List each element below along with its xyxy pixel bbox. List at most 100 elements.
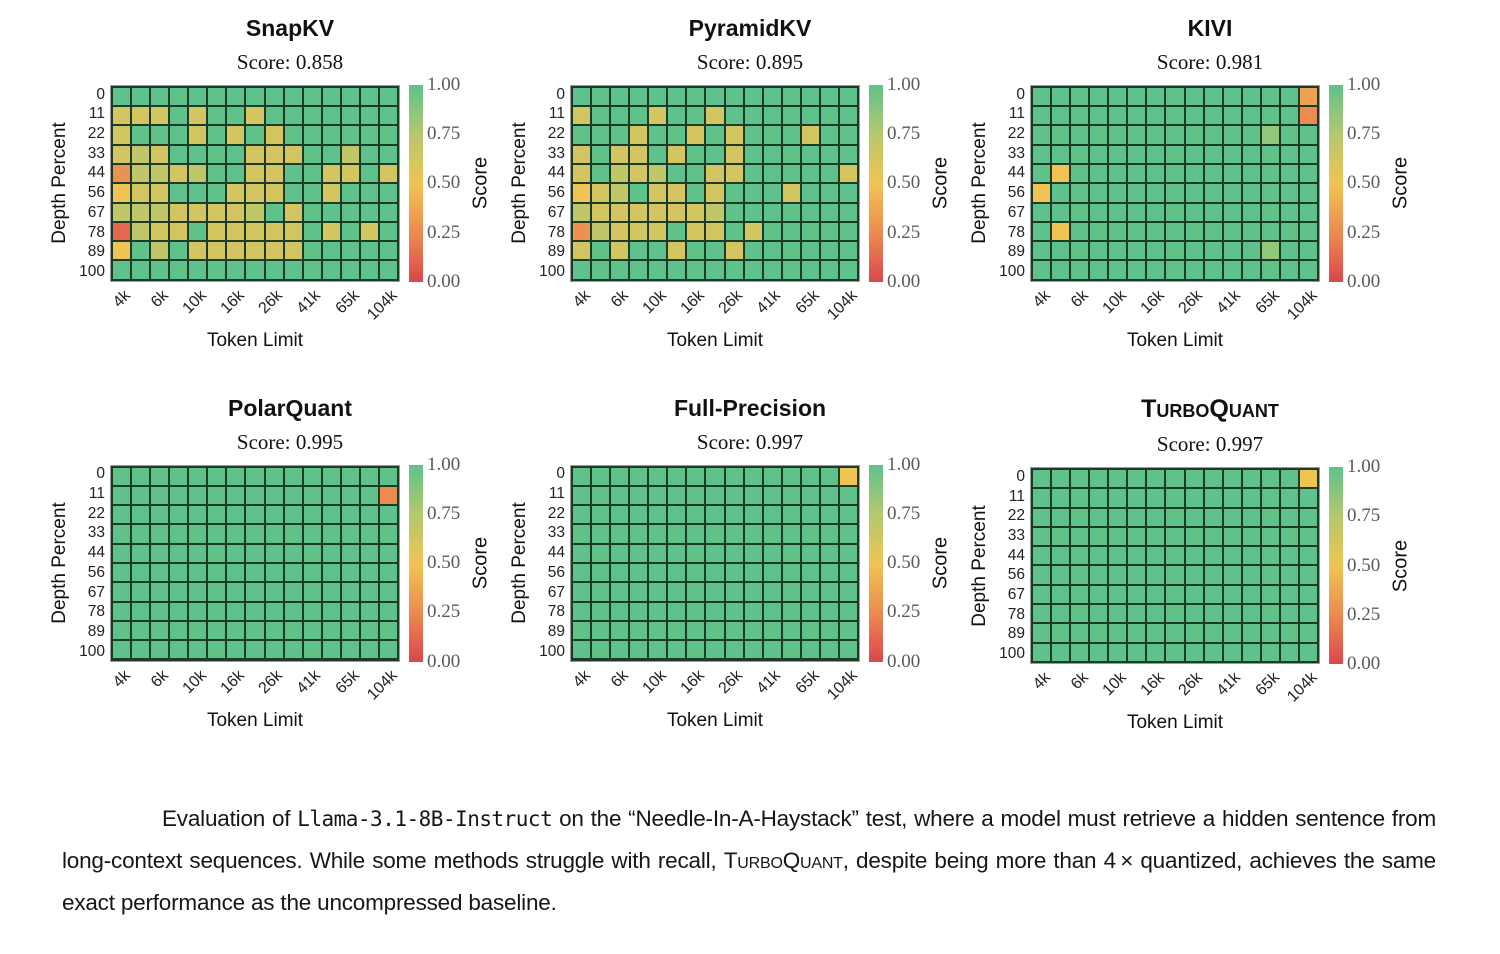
heatmap-cell	[763, 641, 781, 659]
x-tick-label: 65k	[332, 666, 363, 697]
heatmap-cell	[132, 107, 150, 125]
heatmap-cell	[360, 525, 378, 543]
colorbar-area: 1.00 0.75 0.50 0.25 0.00 Score	[869, 74, 959, 292]
heatmap-cell	[611, 203, 629, 221]
y-tick-label: 11	[548, 105, 565, 123]
caption-segment: , despite being more than 4 × quantized,…	[62, 847, 1436, 915]
heatmap-cell	[341, 184, 359, 202]
heatmap-cell	[1280, 605, 1298, 623]
heatmap-cell	[1223, 203, 1241, 221]
heatmap-cell	[1299, 605, 1317, 623]
heatmap-cell	[132, 184, 150, 202]
y-tick-label: 44	[1007, 546, 1025, 564]
heatmap-cell	[573, 621, 591, 640]
heatmap-cell	[113, 563, 131, 582]
heatmap-cell	[132, 222, 150, 241]
heatmap-cell	[227, 486, 245, 505]
heatmap-cell	[611, 621, 629, 640]
heatmap-cell	[322, 621, 340, 640]
heatmap-cell	[1090, 566, 1108, 584]
heatmap-cell	[611, 563, 629, 582]
heatmap-cell	[132, 242, 150, 260]
heatmap-cell	[611, 145, 629, 163]
heatmap-cell	[1071, 126, 1089, 144]
heatmap-cell	[1109, 126, 1127, 144]
heatmap-cell	[687, 184, 705, 202]
y-tick-label: 78	[547, 603, 565, 621]
x-tick-label: 65k	[792, 666, 823, 697]
heatmap-cell	[839, 126, 857, 144]
heatmap-cell	[744, 563, 762, 582]
heatmap-cell	[725, 261, 743, 279]
x-tick-label: 104k	[1283, 669, 1321, 706]
heatmap-cell	[379, 544, 397, 562]
heatmap-cell	[1128, 145, 1146, 163]
heatmap-cell	[763, 621, 781, 640]
heatmap-cell	[611, 222, 629, 241]
heatmap-panel: PyramidKV Score: 0.895 Depth Percent 0 11 22 3…	[506, 14, 966, 352]
heatmap-cell	[322, 544, 340, 562]
heatmap-cell	[246, 506, 264, 524]
heatmap-cell	[763, 203, 781, 221]
heatmap-cell	[1299, 585, 1317, 604]
heatmap-cell	[706, 506, 724, 524]
y-tick-label: 100	[79, 642, 105, 660]
heatmap-cell	[668, 242, 686, 260]
heatmap-cell	[189, 544, 207, 562]
heatmap-cell	[1109, 643, 1127, 661]
heatmap-cell	[1090, 624, 1108, 642]
heatmap-cell	[322, 203, 340, 221]
heatmap-cell	[170, 126, 188, 144]
heatmap-cell	[1128, 203, 1146, 221]
heatmap-cell	[801, 107, 819, 125]
heatmap-cell	[379, 164, 397, 183]
heatmap-cell	[573, 107, 591, 125]
heatmap-cell	[763, 506, 781, 524]
heatmap-panel: TurboQuant Score: 0.997 Depth Percent 0 11 22…	[966, 394, 1426, 734]
heatmap-cell	[227, 203, 245, 221]
heatmap-cell	[573, 563, 591, 582]
y-tick-label: 100	[539, 262, 565, 280]
heatmap-cell	[303, 126, 321, 144]
heatmap-cell	[1299, 643, 1317, 661]
heatmap-cell	[611, 506, 629, 524]
y-tick-label: 67	[547, 203, 565, 221]
heatmap-cell	[611, 184, 629, 202]
heatmap-cell	[744, 184, 762, 202]
heatmap-cell	[820, 145, 838, 163]
heatmap-cell	[132, 525, 150, 543]
heatmap-cell	[649, 602, 667, 620]
heatmap-cell	[246, 203, 264, 221]
heatmap-cell	[1261, 585, 1279, 604]
x-tick-label: 4k	[109, 666, 134, 691]
heatmap-cell	[303, 222, 321, 241]
heatmap-cell	[668, 87, 686, 106]
colorbar-tick-label: 0.00	[427, 270, 461, 292]
y-axis-label-text: Depth Percent	[969, 504, 990, 627]
heatmap-cell	[611, 261, 629, 279]
heatmap-cell	[820, 261, 838, 279]
heatmap-cell	[1166, 605, 1184, 623]
heatmap-cell	[1204, 107, 1222, 125]
heatmap-cell	[284, 222, 302, 241]
y-tick-label: 89	[87, 622, 105, 640]
heatmap-cell	[246, 602, 264, 620]
heatmap-cell	[687, 583, 705, 601]
heatmap-cell	[265, 621, 283, 640]
heatmap-cell	[189, 164, 207, 183]
heatmap-cell	[246, 583, 264, 601]
heatmap-cell	[1166, 164, 1184, 183]
heatmap-cell	[1223, 585, 1241, 604]
colorbar	[869, 464, 883, 662]
heatmap-cell	[839, 563, 857, 582]
heatmap-cell	[592, 145, 610, 163]
y-axis-label: Depth Percent	[46, 465, 74, 662]
heatmap-cell	[227, 583, 245, 601]
heatmap-cell	[630, 107, 648, 125]
heatmap-cell	[360, 486, 378, 505]
heatmap-cell	[379, 467, 397, 485]
y-tick-label: 11	[88, 105, 105, 123]
heatmap-cell	[246, 261, 264, 279]
heatmap-cell	[189, 261, 207, 279]
heatmap-cell	[1147, 547, 1165, 565]
